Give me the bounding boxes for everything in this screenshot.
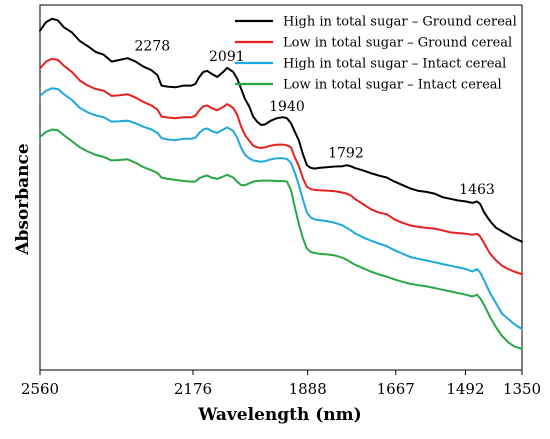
- x-axis-ticks: 2560 2176 1888 1667 1492 1350: [21, 370, 541, 398]
- x-tick-label: 1350: [503, 380, 541, 398]
- y-axis-title: Absorbance: [13, 143, 33, 256]
- x-tick-label: 2176: [174, 380, 212, 398]
- plot-border: [39, 4, 523, 371]
- legend: High in total sugar – Ground cereal Low i…: [235, 15, 517, 93]
- peak-label-1463: 1463: [459, 182, 495, 198]
- series-line-4: [39, 128, 523, 350]
- peak-label-1792: 1792: [328, 146, 364, 162]
- series-layer: [39, 17, 523, 350]
- x-tick-label: 1888: [289, 380, 327, 398]
- peak-label-2278: 2278: [135, 39, 171, 55]
- plot-frame: [39, 4, 523, 371]
- peak-label-2091: 2091: [209, 49, 245, 65]
- legend-label-1: High in total sugar – Ground cereal: [283, 15, 517, 30]
- legend-label-4: Low in total sugar – Intact cereal: [283, 78, 502, 93]
- legend-label-3: High in total sugar – Intact cereal: [283, 57, 506, 72]
- x-tick-label: 2560: [21, 380, 59, 398]
- series-line-2: [39, 57, 523, 276]
- series-line-1: [39, 17, 523, 243]
- x-tick-label: 1667: [377, 380, 415, 398]
- peak-annotations: 2278 2091 1940 1792 1463: [135, 39, 495, 198]
- legend-label-2: Low in total sugar – Ground cereal: [283, 36, 512, 51]
- x-axis-title: Wavelength (nm): [197, 405, 361, 425]
- series-line-3: [39, 87, 523, 331]
- peak-label-1940: 1940: [269, 99, 305, 115]
- x-tick-label: 1492: [446, 380, 484, 398]
